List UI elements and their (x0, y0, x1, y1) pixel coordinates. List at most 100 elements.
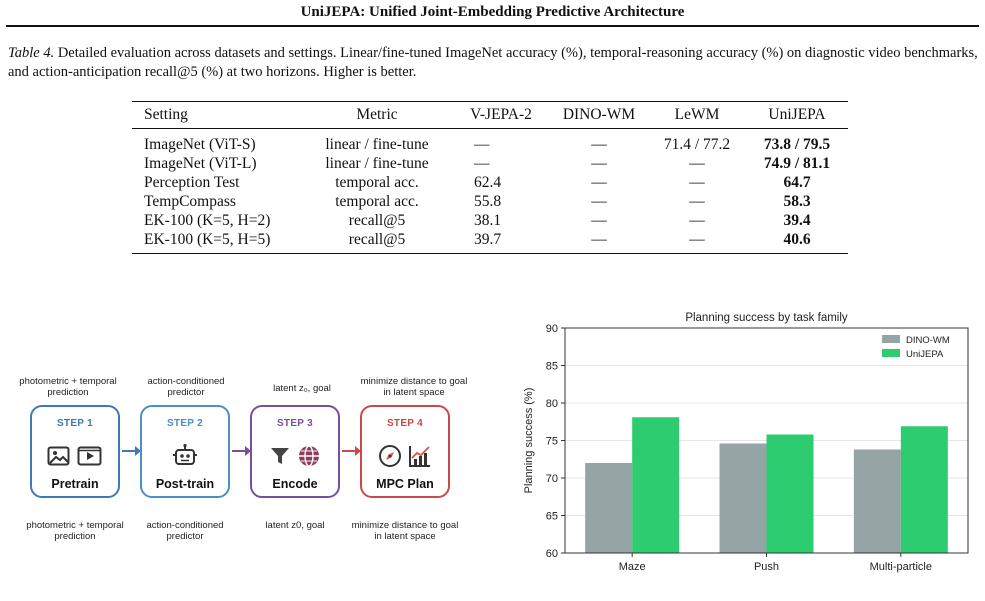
legend-label-dino-wm: DINO-WM (906, 335, 950, 346)
step2-label: STEP 2 (166, 418, 204, 429)
step3-box: STEP 3 Encode (250, 405, 340, 498)
legend-swatch-unijepa (882, 349, 900, 357)
table-cell: 39.4 (783, 212, 811, 229)
robot-icon (173, 443, 197, 465)
table-cell: 73.8 / 79.5 (763, 136, 831, 153)
y-tick-label: 70 (546, 473, 558, 485)
table-row: ImageNet (ViT-L) linear / fine-tune — — … (132, 154, 848, 173)
x-tick-label: Multi-particle (870, 561, 932, 573)
caption-text: Detailed evaluation across datasets and … (8, 45, 978, 80)
planning-success-chart: Maze Push Multi-particle 60 65 70 75 80 85 90 Plan… (523, 312, 969, 573)
table-cell: 40.6 (783, 231, 811, 248)
table-row: EK-100 (K=5, H=5) recall@5 39.7 — — 40.6 (132, 230, 848, 254)
table-cell: ImageNet (ViT-L) (144, 155, 257, 172)
legend-swatch-dino-wm (882, 335, 900, 343)
table-cell: linear / fine-tune (325, 136, 429, 153)
step2-bottom-note: action-conditioned predictor (146, 520, 224, 542)
results-table: Setting Metric V-JEPA-2 DINO-WM LeWM Uni… (132, 101, 848, 254)
table-header-row: Setting Metric V-JEPA-2 DINO-WM LeWM Uni… (132, 101, 848, 129)
y-tick-label: 90 (546, 323, 558, 335)
pipeline-figure: photometric + temporal prediction action… (8, 310, 470, 595)
y-axis-label: Planning success (%) (523, 388, 535, 494)
legend-label-unijepa: UniJEPA (906, 349, 944, 360)
table-cell: 71.4 / 77.2 (663, 136, 731, 153)
header-rule (6, 25, 979, 27)
table-cell: EK-100 (K=5, H=2) (144, 212, 271, 229)
table-cell: — (689, 155, 705, 172)
table-cell: TempCompass (144, 193, 236, 210)
bar-dino-wm (719, 443, 767, 553)
col-header-lewm: LeWM (674, 106, 720, 123)
step4-top-note: minimize distance to goal in latent spac… (360, 376, 468, 398)
step2-name: Post-train (155, 477, 215, 491)
table-cell: 64.7 (783, 174, 811, 191)
table-cell: — (689, 174, 705, 191)
bar-dino-wm (585, 463, 633, 553)
table-cell: — (591, 212, 607, 229)
table-cell: 38.1 (474, 212, 502, 229)
y-tick-label: 65 (546, 511, 558, 523)
table-cell: 62.4 (474, 174, 502, 191)
step1-box: STEP 1 Pretrain (30, 405, 120, 498)
bar-unijepa (900, 426, 948, 553)
col-header-dinowm: DINO-WM (562, 106, 636, 123)
y-tick-label: 85 (546, 361, 558, 373)
table-cell: — (591, 136, 607, 153)
table-cell: — (591, 174, 607, 191)
table-cell: — (689, 231, 705, 248)
arrow-1-2 (122, 446, 141, 456)
running-header: UniJEPA: Unified Joint-Embedding Predict… (300, 4, 685, 20)
col-header-metric: Metric (356, 106, 398, 123)
video-icon (77, 446, 102, 466)
table-cell: — (474, 155, 490, 172)
step1-label: STEP 1 (56, 418, 94, 429)
step4-label: STEP 4 (386, 418, 424, 429)
compass-icon (379, 444, 402, 467)
table-cell: — (591, 155, 607, 172)
col-header-setting: Setting (144, 106, 188, 123)
y-tick-label: 60 (546, 548, 558, 560)
step3-bottom-note: latent z0, goal (265, 520, 325, 531)
table-cell: recall@5 (348, 231, 406, 248)
funnel-icon (271, 447, 290, 464)
table-cell: — (689, 212, 705, 229)
table-cell: recall@5 (348, 212, 406, 229)
table-cell: EK-100 (K=5, H=5) (144, 231, 271, 248)
step4-name: MPC Plan (376, 477, 434, 491)
table-row: ImageNet (ViT-S) linear / fine-tune — — … (132, 129, 848, 155)
chart-title: Planning success by task family (685, 312, 848, 324)
y-tick-label: 80 (546, 398, 558, 410)
col-header-unijepa: UniJEPA (768, 106, 826, 123)
x-tick-label: Maze (619, 561, 646, 573)
table-cell: — (591, 193, 607, 210)
table-cell: — (591, 231, 607, 248)
globe-icon (298, 445, 319, 467)
arrow-3-4 (342, 446, 361, 456)
bar-dino-wm (853, 449, 901, 553)
step2-top-note: action-conditioned predictor (147, 376, 225, 398)
table-cell: temporal acc. (335, 193, 419, 210)
step3-label: STEP 3 (276, 418, 314, 429)
bar-unijepa (766, 434, 814, 553)
table-cell: 74.9 / 81.1 (763, 155, 831, 172)
table-row: EK-100 (K=5, H=2) recall@5 38.1 — — 39.4 (132, 211, 848, 230)
step4-bottom-note: minimize distance to goal in latent spac… (351, 520, 459, 542)
arrow-2-3 (232, 446, 251, 456)
bar-unijepa (632, 417, 680, 553)
y-tick-label: 75 (546, 436, 558, 448)
step1-bottom-note: photometric + temporal prediction (26, 520, 124, 542)
step3-top-note: latent z₀, goal (273, 383, 331, 394)
table-cell: — (689, 193, 705, 210)
step1-name: Pretrain (51, 477, 99, 491)
table-cell: 55.8 (474, 193, 502, 210)
table-cell: 39.7 (474, 231, 502, 248)
table-row: Perception Test temporal acc. 62.4 — — 6… (132, 173, 848, 192)
x-tick-label: Push (754, 561, 779, 573)
step3-name: Encode (272, 477, 318, 491)
table-cell: 58.3 (783, 193, 811, 210)
image-icon (47, 446, 70, 466)
caption-label: Table 4. (8, 45, 55, 61)
step1-top-note: photometric + temporal prediction (19, 376, 117, 398)
table-cell: Perception Test (144, 174, 240, 191)
col-header-vjepa2: V-JEPA-2 (470, 106, 532, 123)
